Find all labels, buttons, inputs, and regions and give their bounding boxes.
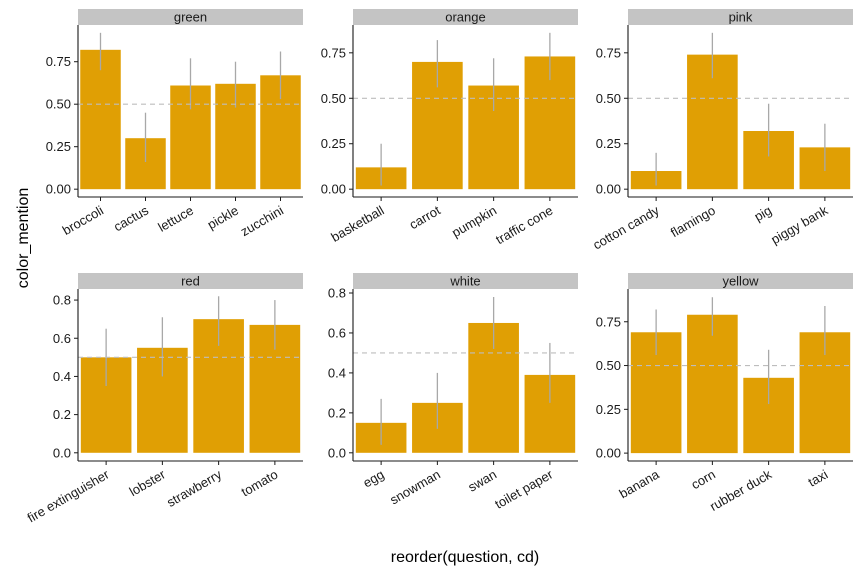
y-tick-label: 0.50 (596, 91, 621, 106)
y-tick-label: 0.0 (328, 445, 346, 460)
x-tick-label: traffic cone (493, 203, 555, 248)
y-tick-label: 0.25 (321, 136, 346, 151)
facet-strip-label: pink (729, 10, 753, 25)
x-tick-label: toilet paper (492, 466, 556, 511)
x-tick-label: swan (465, 467, 499, 495)
y-tick-label: 0.25 (596, 136, 621, 151)
y-tick-label: 0.8 (328, 285, 346, 300)
facet-strip (78, 273, 303, 289)
x-tick-label: cotton candy (590, 202, 662, 252)
y-tick-label: 0.00 (321, 182, 346, 197)
x-tick-label: broccoli (60, 203, 106, 238)
x-tick-label: egg (360, 467, 386, 491)
y-tick-label: 0.00 (46, 182, 71, 197)
y-tick-label: 0.50 (46, 97, 71, 112)
y-tick-label: 0.2 (328, 405, 346, 420)
facet-strip (353, 9, 578, 25)
facet-strip (628, 9, 853, 25)
y-tick-label: 0.8 (53, 293, 71, 308)
y-tick-label: 0.75 (596, 45, 621, 60)
x-tick-label: fire extinguisher (25, 466, 113, 525)
facet-strip-label: orange (445, 10, 485, 25)
y-tick-label: 0.6 (328, 325, 346, 340)
facet-strip (353, 273, 578, 289)
x-tick-label: lobster (127, 466, 169, 499)
y-tick-label: 0.50 (321, 91, 346, 106)
y-tick-label: 0.0 (53, 445, 71, 460)
y-tick-label: 0.75 (321, 45, 346, 60)
x-tick-label: rubber duck (707, 466, 774, 514)
facet-panel-green: green broccoli cactus lettuce picklezucchini… (46, 9, 303, 239)
y-tick-label: 0.4 (53, 369, 71, 384)
x-tick-label: pig (752, 203, 775, 225)
bar-corn (687, 314, 738, 454)
x-tick-label: flamingo (668, 203, 718, 241)
y-tick-label: 0.25 (596, 402, 621, 417)
x-tick-label: lettuce (155, 203, 196, 235)
facet-strip-label: yellow (722, 274, 759, 289)
x-tick-label: taxi (805, 467, 830, 490)
x-tick-label: carrot (407, 202, 444, 232)
y-tick-label: 0.6 (53, 331, 71, 346)
x-tick-label: corn (688, 467, 717, 493)
facet-strip (78, 9, 303, 25)
y-axis-title: color_mention (15, 188, 32, 289)
y-tick-label: 0.00 (596, 446, 621, 461)
facet-strip-label: white (449, 274, 480, 289)
x-tick-label: tomato (238, 467, 280, 500)
x-axis-title: reorder(question, cd) (391, 549, 540, 566)
x-tick-label: basketball (328, 203, 386, 245)
facet-strip-label: green (174, 10, 207, 25)
y-tick-label: 0.4 (328, 365, 346, 380)
y-tick-label: 0.2 (53, 407, 71, 422)
y-tick-label: 0.75 (596, 314, 621, 329)
x-tick-label: pumpkin (449, 203, 499, 241)
x-tick-label: cactus (111, 202, 151, 234)
x-tick-label: snowman (387, 467, 443, 508)
x-tick-label: banana (617, 466, 663, 501)
y-tick-label: 0.25 (46, 139, 71, 154)
y-tick-label: 0.00 (596, 182, 621, 197)
x-tick-label: zucchini (238, 203, 286, 240)
x-tick-label: pickle (205, 203, 241, 233)
y-tick-label: 0.50 (596, 358, 621, 373)
facet-panels: green broccoli cactus lettuce picklezucchini… (25, 9, 853, 525)
y-tick-label: 0.75 (46, 54, 71, 69)
x-tick-label: strawberry (164, 466, 224, 510)
bar-broccoli (80, 49, 121, 190)
facet-strip (628, 273, 853, 289)
x-tick-label: piggy bank (768, 202, 830, 247)
facet-strip-label: red (181, 274, 200, 289)
